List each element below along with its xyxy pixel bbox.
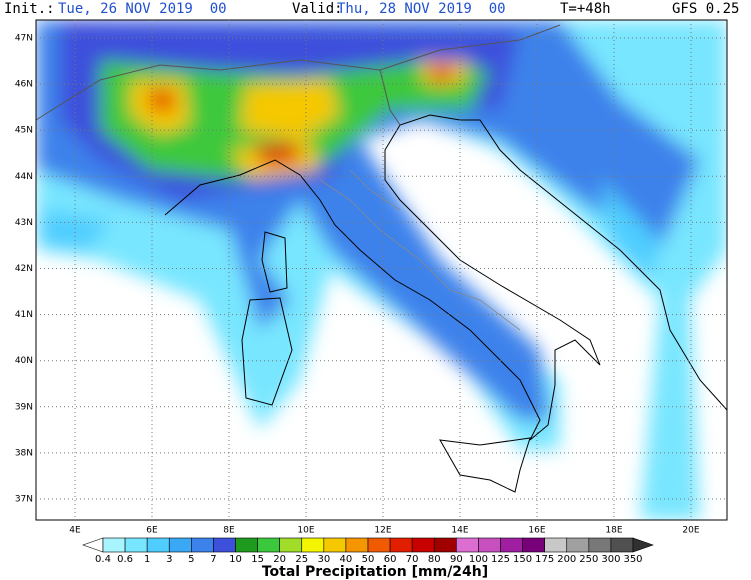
colorbar-label: 350 xyxy=(623,554,642,565)
colorbar-box xyxy=(235,537,258,553)
lon-label: 16E xyxy=(528,526,545,536)
lat-label: 47N xyxy=(15,34,33,44)
lon-label: 8E xyxy=(223,526,235,536)
colorbar-box xyxy=(279,537,303,553)
colorbar-box xyxy=(301,537,325,553)
lon-label: 4E xyxy=(69,526,81,536)
colorbar-label: 90 xyxy=(450,554,463,565)
colorbar-label: 7 xyxy=(210,554,216,565)
lon-label: 6E xyxy=(146,526,158,536)
colorbar-box xyxy=(146,537,170,553)
colorbar-label: 5 xyxy=(188,554,194,565)
colorbar-box xyxy=(522,537,545,553)
lat-label: 37N xyxy=(15,495,33,505)
lat-label: 44N xyxy=(15,172,33,182)
colorbar-label: 300 xyxy=(601,554,620,565)
colorbar-title: Total Precipitation [mm/24h] xyxy=(262,564,488,580)
colorbar-box xyxy=(367,537,391,553)
lat-label: 46N xyxy=(15,80,33,90)
colorbar-label: 0.6 xyxy=(117,554,133,565)
colorbar-label: 150 xyxy=(513,554,532,565)
colorbar-label: 70 xyxy=(406,554,419,565)
coastlines xyxy=(35,24,728,493)
colorbar-box xyxy=(191,537,214,553)
colorbar-label: 60 xyxy=(384,554,397,565)
lon-label: 12E xyxy=(374,526,391,536)
colorbar-box xyxy=(389,537,413,553)
colorbar-box xyxy=(213,537,236,553)
colorbar-label: 80 xyxy=(428,554,441,565)
colorbar-box xyxy=(257,537,280,553)
colorbar-box xyxy=(544,537,568,553)
lat-label: 40N xyxy=(15,356,33,366)
colorbar-label: 25 xyxy=(295,554,308,565)
colorbar-box xyxy=(168,537,192,553)
lead-time: T=+48h xyxy=(560,1,611,17)
colorbar-label: 20 xyxy=(273,554,286,565)
colorbar-box xyxy=(478,537,501,553)
colorbar-label: 1 xyxy=(144,554,150,565)
lat-label: 41N xyxy=(15,310,33,320)
colorbar-box xyxy=(500,537,523,553)
lat-label: 45N xyxy=(15,126,33,136)
colorbar-label: 125 xyxy=(491,554,510,565)
colorbar-arrow xyxy=(632,537,654,553)
colorbar-label: 15 xyxy=(251,554,264,565)
colorbar-label: 175 xyxy=(535,554,554,565)
lat-label: 42N xyxy=(15,264,33,274)
colorbar-label: 200 xyxy=(557,554,576,565)
valid-label: Valid: xyxy=(292,1,343,17)
colorbar-label: 100 xyxy=(469,554,488,565)
lon-label: 18E xyxy=(605,526,622,536)
colorbar-box xyxy=(566,537,590,553)
lon-label: 20E xyxy=(682,526,699,536)
colorbar-label: 10 xyxy=(229,554,242,565)
lat-label: 38N xyxy=(15,448,33,458)
model-name: GFS 0.25 xyxy=(672,1,739,17)
colorbar-arrow xyxy=(82,537,104,553)
colorbar-box xyxy=(588,537,612,553)
lat-label: 39N xyxy=(15,402,33,412)
colorbar-label: 0.4 xyxy=(95,554,111,565)
valid-time: Thu, 28 NOV 2019 00 xyxy=(337,1,506,17)
colorbar-box xyxy=(124,537,148,553)
colorbar-label: 50 xyxy=(362,554,375,565)
lon-label: 10E xyxy=(297,526,314,536)
init-time: Tue, 26 NOV 2019 00 xyxy=(58,1,227,17)
colorbar-box xyxy=(411,537,435,553)
colorbar-label: 30 xyxy=(317,554,330,565)
colorbar-label: 40 xyxy=(340,554,353,565)
colorbar-label: 250 xyxy=(579,554,598,565)
colorbar-label: 3 xyxy=(166,554,172,565)
map-frame xyxy=(35,19,728,521)
init-label: Init.: xyxy=(4,1,55,17)
lon-label: 14E xyxy=(451,526,468,536)
colorbar-box xyxy=(102,537,126,553)
colorbar-box xyxy=(345,537,369,553)
colorbar-box xyxy=(456,537,479,553)
precip-field xyxy=(36,20,727,520)
colorbar-box xyxy=(433,537,457,553)
colorbar-box xyxy=(610,537,634,553)
lat-label: 43N xyxy=(15,218,33,228)
colorbar-box xyxy=(323,537,347,553)
